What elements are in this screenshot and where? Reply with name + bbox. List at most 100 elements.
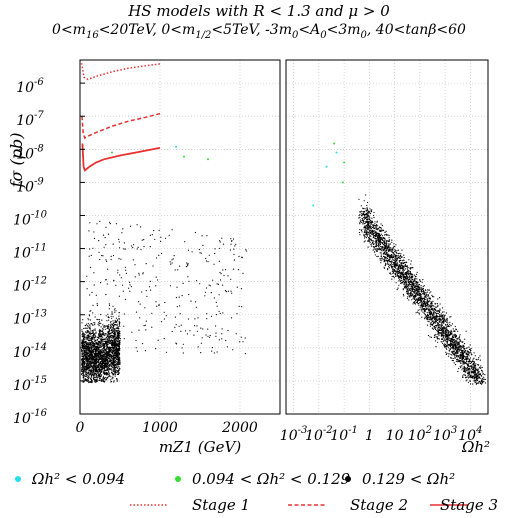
data-point	[441, 329, 443, 331]
data-point	[371, 230, 373, 232]
data-point	[212, 279, 214, 281]
data-point	[115, 344, 118, 347]
data-point	[400, 253, 402, 255]
data-point	[433, 305, 435, 307]
data-point	[108, 333, 110, 335]
data-point	[81, 364, 83, 366]
data-point	[194, 325, 196, 327]
data-point	[210, 315, 213, 317]
data-point	[401, 272, 403, 274]
data-point	[109, 358, 111, 360]
data-point	[439, 317, 441, 319]
data-point	[423, 297, 425, 299]
data-point	[138, 272, 140, 274]
data-point	[96, 365, 98, 367]
data-point	[109, 363, 111, 365]
data-point	[114, 364, 117, 366]
data-point	[110, 376, 112, 378]
data-point	[458, 335, 461, 337]
data-point	[402, 288, 404, 290]
data-point	[102, 358, 104, 360]
data-point	[104, 372, 106, 374]
data-point	[412, 282, 414, 284]
data-point	[375, 242, 377, 244]
data-point	[366, 215, 368, 217]
data-point	[83, 349, 85, 351]
data-point	[200, 352, 202, 354]
data-point	[373, 214, 375, 217]
data-point	[111, 378, 113, 380]
data-point	[450, 331, 452, 333]
data-point	[365, 232, 368, 234]
data-point	[90, 339, 92, 341]
data-point	[157, 279, 159, 281]
data-point	[114, 352, 116, 354]
data-point	[358, 198, 360, 200]
data-point	[98, 367, 100, 369]
data-point	[436, 306, 438, 308]
data-point	[92, 312, 94, 314]
data-point	[90, 319, 92, 321]
data-point	[104, 351, 106, 353]
data-point	[90, 266, 92, 268]
data-point	[473, 364, 475, 366]
data-point	[452, 328, 454, 330]
data-point	[378, 241, 380, 243]
data-point	[457, 352, 459, 354]
data-point	[403, 295, 405, 297]
data-point	[91, 330, 93, 332]
data-point	[84, 346, 86, 348]
data-point	[85, 358, 87, 361]
data-point	[104, 348, 106, 350]
data-point	[94, 336, 96, 339]
data-point	[116, 350, 118, 352]
data-point	[99, 334, 101, 336]
data-point	[221, 333, 223, 335]
data-point	[118, 315, 120, 317]
data-point	[119, 352, 121, 354]
data-point	[466, 359, 468, 361]
data-point	[388, 247, 390, 249]
data-point	[86, 288, 88, 290]
data-point	[408, 292, 410, 295]
data-point	[105, 357, 107, 359]
data-point	[387, 268, 389, 270]
data-point	[468, 353, 470, 355]
data-point	[410, 272, 412, 274]
data-point	[96, 356, 98, 358]
data-point	[87, 378, 89, 380]
data-point	[105, 294, 107, 296]
data-point	[215, 335, 217, 337]
data-point	[88, 360, 91, 362]
data-point	[81, 373, 83, 375]
data-point	[107, 347, 109, 349]
data-point	[111, 362, 114, 364]
data-point	[399, 261, 401, 263]
data-point	[455, 335, 457, 337]
data-point	[108, 338, 110, 340]
data-point	[379, 245, 382, 247]
data-point	[478, 366, 481, 368]
data-point	[97, 371, 99, 373]
data-point	[111, 335, 113, 337]
data-point	[445, 338, 447, 340]
data-point	[224, 290, 227, 292]
data-point	[380, 262, 382, 264]
data-point	[179, 313, 181, 315]
data-point	[103, 334, 105, 336]
data-point	[83, 351, 85, 353]
data-point	[87, 334, 89, 336]
data-point	[88, 344, 90, 346]
data-point	[112, 342, 114, 344]
data-point	[175, 296, 177, 299]
data-point	[180, 324, 182, 326]
data-point	[235, 243, 237, 245]
data-point	[169, 261, 171, 263]
data-point	[94, 355, 96, 357]
data-point	[97, 342, 99, 344]
data-point	[422, 279, 424, 281]
data-point	[364, 232, 366, 234]
data-point	[114, 311, 116, 313]
data-point	[117, 335, 119, 337]
data-point	[427, 304, 429, 306]
